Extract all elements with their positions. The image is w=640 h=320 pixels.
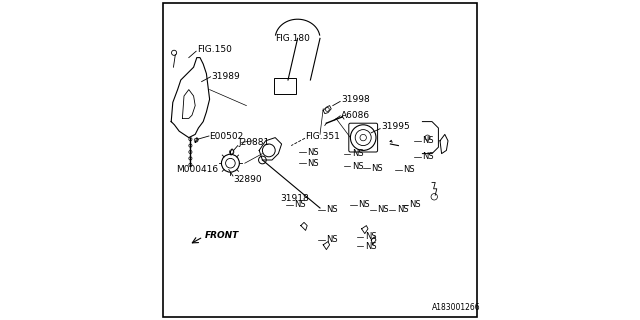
Text: NS: NS bbox=[365, 232, 376, 241]
Text: FIG.180: FIG.180 bbox=[275, 34, 310, 43]
Text: FIG.150: FIG.150 bbox=[197, 45, 232, 54]
Text: NS: NS bbox=[397, 205, 408, 214]
Text: 31989: 31989 bbox=[211, 72, 240, 81]
Text: NS: NS bbox=[422, 152, 434, 161]
Text: 31995: 31995 bbox=[381, 122, 410, 131]
Text: A183001266: A183001266 bbox=[432, 303, 481, 312]
Text: NS: NS bbox=[365, 242, 376, 251]
Text: NS: NS bbox=[358, 200, 370, 209]
Text: NS: NS bbox=[371, 164, 383, 172]
Text: FRONT: FRONT bbox=[205, 231, 239, 240]
Text: NS: NS bbox=[378, 205, 389, 214]
Text: NS: NS bbox=[352, 149, 364, 158]
Text: E00502: E00502 bbox=[210, 132, 244, 140]
Text: NS: NS bbox=[403, 165, 415, 174]
Text: 31998: 31998 bbox=[340, 95, 369, 104]
FancyBboxPatch shape bbox=[349, 123, 378, 152]
Text: NS: NS bbox=[307, 148, 319, 156]
Text: 32890: 32890 bbox=[234, 175, 262, 184]
Text: 31918: 31918 bbox=[280, 194, 308, 203]
Text: NS: NS bbox=[326, 205, 338, 214]
Text: J20881: J20881 bbox=[239, 138, 269, 147]
FancyBboxPatch shape bbox=[274, 78, 296, 94]
Text: M000416: M000416 bbox=[176, 165, 218, 174]
Text: NS: NS bbox=[294, 200, 306, 209]
Text: NS: NS bbox=[352, 162, 364, 171]
Text: NS: NS bbox=[422, 136, 434, 145]
Text: A6086: A6086 bbox=[340, 111, 370, 120]
Text: NS: NS bbox=[410, 200, 421, 209]
Text: NS: NS bbox=[307, 159, 319, 168]
Text: NS: NS bbox=[326, 236, 338, 244]
Text: FIG.351: FIG.351 bbox=[306, 132, 340, 140]
